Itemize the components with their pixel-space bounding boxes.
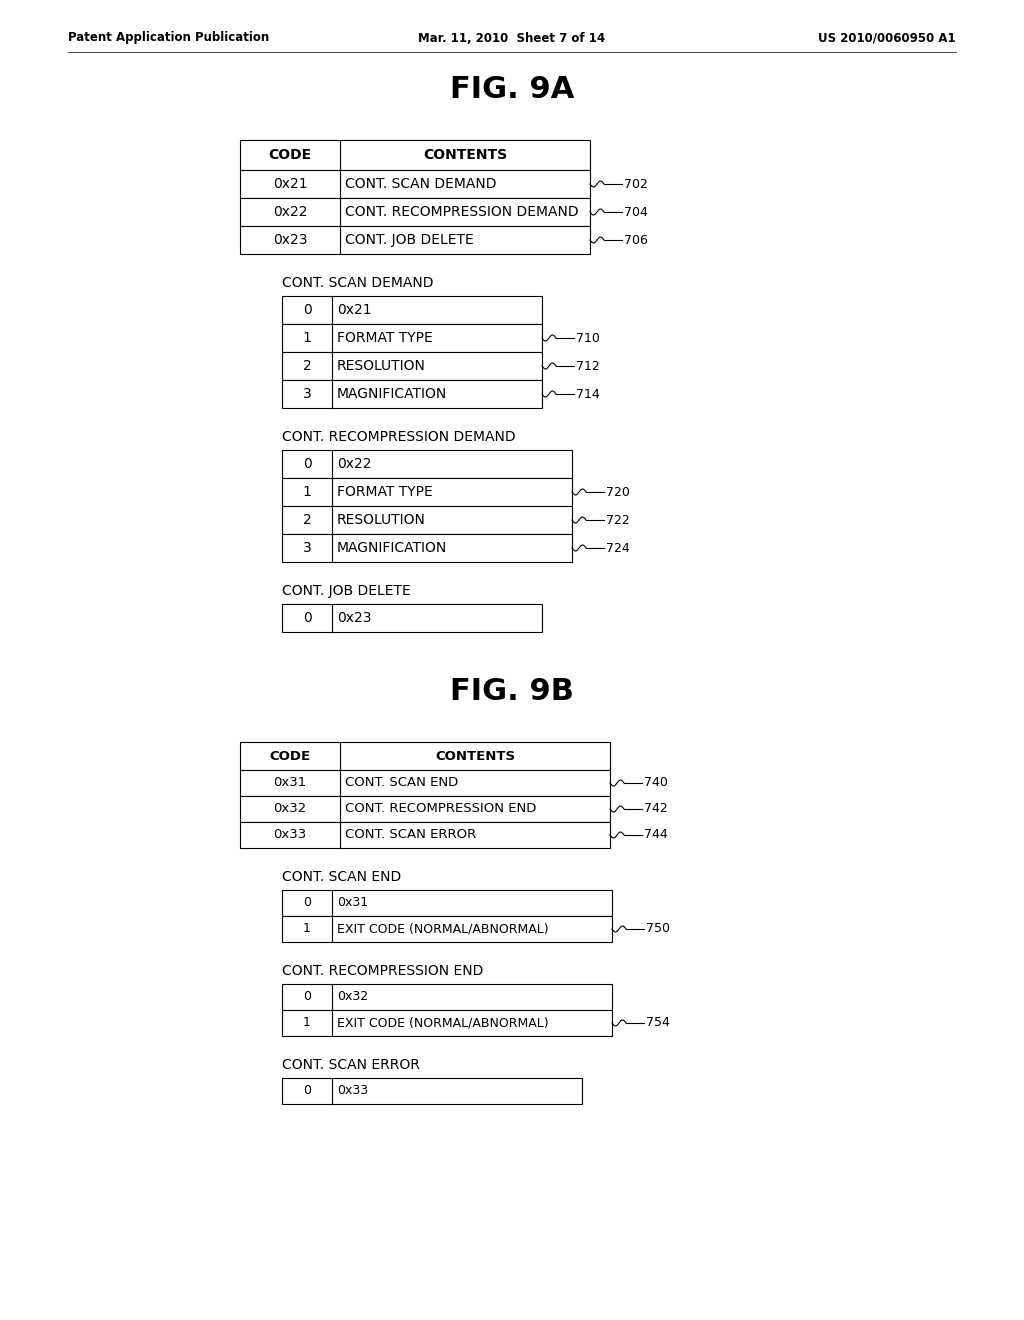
Text: 724: 724 [606, 541, 630, 554]
Bar [282, 1010, 612, 1036]
Text: 1: 1 [303, 1016, 311, 1030]
Text: 0: 0 [303, 896, 311, 909]
Text: CONT. SCAN ERROR: CONT. SCAN ERROR [345, 829, 476, 842]
Text: 0: 0 [303, 304, 311, 317]
Text: FORMAT TYPE: FORMAT TYPE [337, 484, 433, 499]
Bar [282, 535, 572, 562]
Text: EXIT CODE (NORMAL/ABNORMAL): EXIT CODE (NORMAL/ABNORMAL) [337, 923, 549, 936]
Text: MAGNIFICATION: MAGNIFICATION [337, 541, 447, 554]
Bar [240, 770, 610, 796]
Text: CONT. SCAN ERROR: CONT. SCAN ERROR [282, 1059, 420, 1072]
Text: EXIT CODE (NORMAL/ABNORMAL): EXIT CODE (NORMAL/ABNORMAL) [337, 1016, 549, 1030]
Text: 2: 2 [303, 513, 311, 527]
Text: FIG. 9B: FIG. 9B [451, 677, 573, 706]
Text: 0x32: 0x32 [337, 990, 368, 1003]
Text: CONT. SCAN END: CONT. SCAN END [282, 870, 401, 884]
Bar [282, 352, 542, 380]
Text: 0: 0 [303, 611, 311, 624]
Text: 0x23: 0x23 [337, 611, 372, 624]
Text: Patent Application Publication: Patent Application Publication [68, 32, 269, 45]
Text: 0x31: 0x31 [337, 896, 368, 909]
Text: CONT. SCAN END: CONT. SCAN END [345, 776, 459, 789]
Text: 0x32: 0x32 [273, 803, 306, 816]
Text: 1: 1 [302, 484, 311, 499]
Bar [240, 822, 610, 847]
Text: 702: 702 [624, 177, 648, 190]
Text: FIG. 9A: FIG. 9A [450, 75, 574, 104]
Text: 0x22: 0x22 [337, 457, 372, 471]
Text: 1: 1 [303, 923, 311, 936]
Text: 754: 754 [646, 1016, 670, 1030]
Bar [240, 170, 590, 198]
Text: RESOLUTION: RESOLUTION [337, 359, 426, 374]
Text: 750: 750 [646, 923, 670, 936]
Text: CODE: CODE [268, 148, 311, 162]
Bar [282, 983, 612, 1010]
Text: 704: 704 [624, 206, 648, 219]
Text: CONT. RECOMPRESSION DEMAND: CONT. RECOMPRESSION DEMAND [282, 430, 516, 444]
Text: 714: 714 [575, 388, 600, 400]
Text: CONT. RECOMPRESSION END: CONT. RECOMPRESSION END [282, 964, 483, 978]
Text: CONTENTS: CONTENTS [435, 750, 515, 763]
Text: 3: 3 [303, 387, 311, 401]
Text: 706: 706 [624, 234, 648, 247]
Text: CONT. JOB DELETE: CONT. JOB DELETE [345, 234, 474, 247]
Bar [282, 916, 612, 942]
Text: 0x33: 0x33 [337, 1085, 368, 1097]
Text: 0x31: 0x31 [273, 776, 306, 789]
Text: Mar. 11, 2010  Sheet 7 of 14: Mar. 11, 2010 Sheet 7 of 14 [419, 32, 605, 45]
Bar [282, 450, 572, 478]
Text: 0x33: 0x33 [273, 829, 306, 842]
Text: 722: 722 [606, 513, 630, 527]
Text: 3: 3 [303, 541, 311, 554]
Text: 710: 710 [575, 331, 600, 345]
Bar [282, 478, 572, 506]
Bar [282, 296, 542, 323]
Text: 0: 0 [303, 990, 311, 1003]
Bar [240, 140, 590, 170]
Text: CONT. RECOMPRESSION DEMAND: CONT. RECOMPRESSION DEMAND [345, 205, 579, 219]
Bar [282, 605, 542, 632]
Text: CONT. SCAN DEMAND: CONT. SCAN DEMAND [345, 177, 497, 191]
Text: US 2010/0060950 A1: US 2010/0060950 A1 [818, 32, 956, 45]
Text: 0x22: 0x22 [272, 205, 307, 219]
Bar [240, 198, 590, 226]
Bar [282, 1078, 582, 1104]
Bar [240, 226, 590, 253]
Bar [282, 380, 542, 408]
Text: CONT. RECOMPRESSION END: CONT. RECOMPRESSION END [345, 803, 537, 816]
Text: 2: 2 [303, 359, 311, 374]
Bar [240, 796, 610, 822]
Text: CONT. JOB DELETE: CONT. JOB DELETE [282, 583, 411, 598]
Bar [282, 323, 542, 352]
Bar [282, 506, 572, 535]
Text: 720: 720 [606, 486, 630, 499]
Text: 0x23: 0x23 [272, 234, 307, 247]
Bar [240, 742, 610, 770]
Text: 0: 0 [303, 457, 311, 471]
Text: CODE: CODE [269, 750, 310, 763]
Text: RESOLUTION: RESOLUTION [337, 513, 426, 527]
Text: 744: 744 [644, 829, 668, 842]
Text: 712: 712 [575, 359, 600, 372]
Text: 0: 0 [303, 1085, 311, 1097]
Text: FORMAT TYPE: FORMAT TYPE [337, 331, 433, 345]
Text: 740: 740 [644, 776, 668, 789]
Text: 0x21: 0x21 [272, 177, 307, 191]
Text: 0x21: 0x21 [337, 304, 372, 317]
Text: CONT. SCAN DEMAND: CONT. SCAN DEMAND [282, 276, 433, 290]
Text: CONTENTS: CONTENTS [423, 148, 507, 162]
Text: 742: 742 [644, 803, 668, 816]
Text: 1: 1 [302, 331, 311, 345]
Text: MAGNIFICATION: MAGNIFICATION [337, 387, 447, 401]
Bar [282, 890, 612, 916]
